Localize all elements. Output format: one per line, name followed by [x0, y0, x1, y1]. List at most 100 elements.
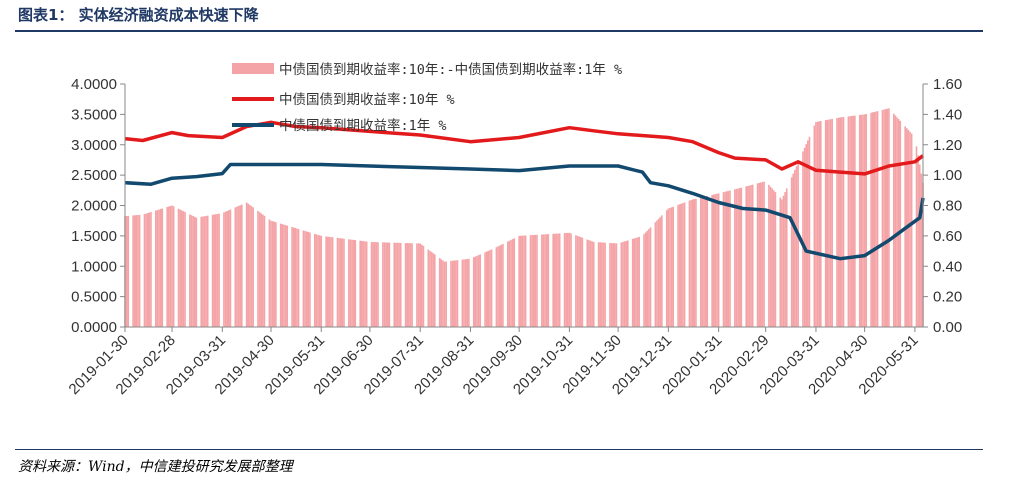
spread-bar: [382, 242, 384, 327]
spread-bar: [802, 151, 804, 327]
spread-bar: [429, 250, 431, 327]
series-line-10y: [124, 120, 925, 176]
spread-bar: [252, 207, 254, 327]
spread-bar: [497, 246, 499, 327]
spread-bar: [614, 243, 616, 327]
spread-bar: [472, 257, 475, 327]
spread-bar: [740, 187, 743, 327]
footer-rule: [15, 449, 983, 450]
spread-bar: [597, 242, 600, 327]
spread-bar: [578, 236, 580, 327]
spread-bar: [474, 256, 477, 327]
y-left-tick-label: 3.5000: [71, 106, 117, 123]
spread-bar: [555, 233, 558, 327]
spread-bar: [884, 109, 887, 327]
spread-bar: [521, 235, 524, 327]
spread-bar: [396, 242, 399, 327]
spread-bar: [132, 215, 134, 327]
spread-bar: [772, 190, 775, 327]
spread-bar: [485, 251, 488, 327]
spread-bar: [871, 112, 874, 327]
spread-bar: [408, 243, 410, 327]
spread-bar: [351, 239, 353, 327]
spread-bar: [206, 215, 209, 327]
spread-bar: [604, 242, 606, 327]
spread-bar: [326, 236, 329, 327]
spread-bar: [646, 230, 649, 327]
spread-bar: [820, 121, 822, 328]
y-right-tick-label: 1.40: [933, 106, 962, 123]
spread-bar: [794, 169, 796, 327]
spread-bar: [375, 242, 378, 327]
spread-bar: [177, 208, 180, 327]
spread-bar: [610, 243, 613, 327]
spread-bar: [296, 228, 298, 327]
spread-bar: [361, 240, 363, 327]
spread-bar: [841, 117, 843, 328]
spread-bar: [579, 237, 582, 327]
spread-bar: [309, 232, 311, 327]
spread-bar: [461, 259, 464, 327]
spread-bar: [349, 239, 352, 327]
spread-bar: [184, 211, 186, 327]
spread-bar: [774, 192, 777, 327]
spread-bar: [849, 116, 851, 327]
spread-bar: [631, 238, 634, 327]
spread-bar: [189, 214, 191, 327]
spread-bar: [644, 232, 647, 327]
spread-bar: [625, 240, 627, 327]
spread-bar: [920, 173, 923, 327]
spread-bar: [784, 192, 786, 327]
spread-bar: [599, 242, 602, 327]
spread-bar: [479, 254, 482, 327]
spread-bar: [325, 236, 327, 327]
spread-bar: [899, 120, 902, 327]
spread-bar: [917, 155, 919, 327]
spread-bar: [237, 206, 240, 327]
spread-bar: [524, 235, 527, 327]
spread-bar: [545, 234, 548, 327]
spread-bar: [377, 242, 379, 327]
spread-bar: [690, 200, 692, 327]
spread-bar: [529, 235, 532, 327]
spread-bar: [678, 204, 681, 327]
spread-bar: [271, 221, 274, 327]
spread-bar: [476, 255, 478, 327]
spread-bar: [257, 210, 259, 327]
spread-bar: [234, 207, 237, 327]
title-rule: [15, 30, 983, 32]
y-left-tick-label: 0.5000: [71, 289, 117, 306]
spread-bar: [442, 260, 444, 327]
y-right-tick-label: 0.60: [933, 228, 962, 245]
spread-bar: [477, 255, 480, 327]
spread-bar: [239, 205, 241, 327]
spread-bar: [682, 203, 684, 327]
spread-bar: [918, 164, 921, 327]
spread-bar: [712, 194, 715, 327]
spread-bar: [317, 234, 319, 327]
y-right-tick-label: 0.40: [933, 258, 962, 275]
spread-bar: [427, 249, 430, 327]
spread-bar: [850, 115, 853, 328]
spread-bar: [863, 114, 866, 327]
spread-bar: [779, 197, 782, 327]
spread-bar: [421, 244, 423, 327]
spread-bar: [915, 146, 918, 327]
y-left-tick-label: 2.5000: [71, 167, 117, 184]
source-note: 资料来源：Wind，中信建投研究发展部整理: [18, 459, 293, 475]
spread-bar: [875, 111, 877, 327]
spread-bar: [362, 241, 365, 327]
spread-bar: [643, 234, 645, 327]
spread-bar: [190, 215, 193, 327]
spread-bar: [665, 210, 668, 327]
spread-bar: [724, 191, 726, 327]
spread-bar: [532, 234, 535, 327]
spread-bar: [729, 190, 731, 327]
spread-bar: [657, 218, 660, 327]
spread-bar: [291, 227, 293, 327]
spread-bar: [275, 222, 277, 327]
spread-bar: [695, 198, 697, 327]
spread-bar: [751, 184, 754, 327]
spread-bar: [588, 240, 590, 327]
spread-bar: [586, 239, 589, 327]
